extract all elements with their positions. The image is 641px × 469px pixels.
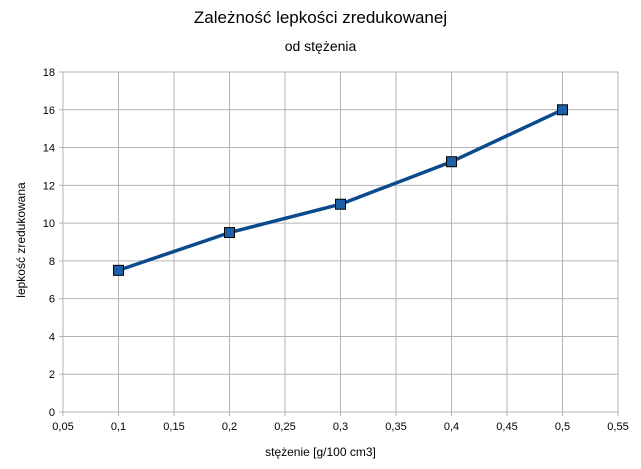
chart-subtitle: od stężenia xyxy=(284,38,357,54)
data-point-marker xyxy=(335,198,346,210)
y-tick-label: 2 xyxy=(49,369,55,381)
y-tick-label: 16 xyxy=(43,105,55,117)
y-tick-label: 4 xyxy=(49,331,55,343)
data-point-marker xyxy=(557,104,568,116)
y-tick-label: 8 xyxy=(49,256,55,268)
y-tick-label: 0 xyxy=(49,407,55,419)
chart-title: Zależność lepkości zredukowanej xyxy=(193,8,448,27)
y-tick-label: 6 xyxy=(49,294,55,306)
y-tick-label: 12 xyxy=(43,180,55,192)
x-tick-label: 0,4 xyxy=(444,421,459,433)
data-point-marker xyxy=(224,227,235,239)
x-axis-label: stężenie [g/100 cm3] xyxy=(265,445,376,459)
y-tick-label: 10 xyxy=(43,218,55,230)
y-tick-label: 18 xyxy=(43,67,55,79)
y-axis-label: lepkość zredukowana xyxy=(14,182,28,298)
data-point-marker xyxy=(446,156,457,168)
y-tick-label: 14 xyxy=(43,143,55,155)
x-tick-label: 0,45 xyxy=(496,421,517,433)
x-tick-label: 0,2 xyxy=(222,421,237,433)
x-tick-label: 0,1 xyxy=(111,421,126,433)
x-tick-label: 0,35 xyxy=(385,421,406,433)
x-tick-label: 0,5 xyxy=(555,421,570,433)
x-tick-label: 0,3 xyxy=(333,421,348,433)
x-tick-label: 0,15 xyxy=(163,421,184,433)
data-point-marker xyxy=(113,264,124,276)
x-tick-label: 0,25 xyxy=(274,421,295,433)
x-tick-label: 0,05 xyxy=(52,421,73,433)
x-tick-label: 0,55 xyxy=(607,421,628,433)
